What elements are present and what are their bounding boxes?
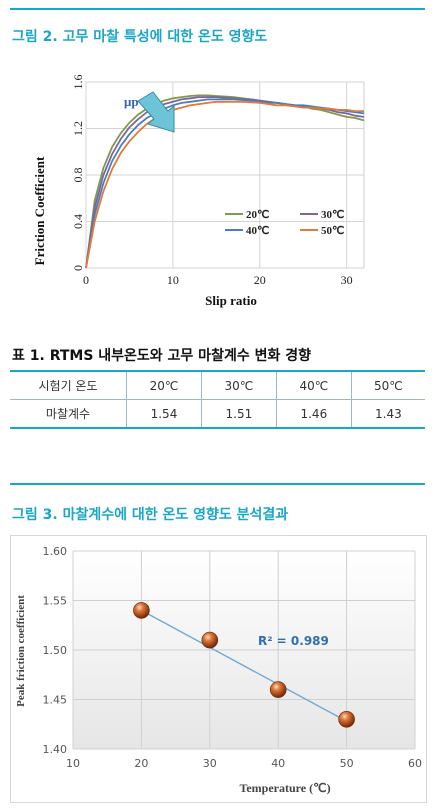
y-tick-label: 1.40 xyxy=(43,743,68,756)
y-tick-label: 1.2 xyxy=(71,121,85,136)
series-line-50℃ xyxy=(85,100,364,269)
data-point xyxy=(338,711,355,728)
x-tick-label: 0 xyxy=(83,273,89,287)
data-point xyxy=(201,631,219,649)
peak-friction-temperature-chart: 1.40 1.45 1.50 1.55 1.60 10 20 30 40 50 60 R² = 0.… xyxy=(15,545,422,795)
data-point xyxy=(133,602,150,619)
table-header-row: 시험기 온도 20℃ 30℃ 40℃ 50℃ xyxy=(10,370,425,400)
y-tick-label: 1.6 xyxy=(71,75,85,90)
series-line-20℃ xyxy=(85,94,365,269)
figure3-top-rule xyxy=(10,483,425,485)
friction-slip-chart: 0 0.4 0.8 1.2 1.6 0 10 20 30 Slip ratio Friction… xyxy=(32,75,365,308)
table-cell: 1.43 xyxy=(350,399,425,429)
x-tick-label: 30 xyxy=(341,273,353,287)
table-row: 마찰계수 1.54 1.51 1.46 1.43 xyxy=(10,399,425,429)
data-point xyxy=(269,681,287,698)
mu-arrow: μp xyxy=(124,91,175,133)
y-tick-label: 0.8 xyxy=(71,168,85,183)
table-cell: 1.51 xyxy=(200,399,277,429)
x-tick-label: 50 xyxy=(340,757,354,770)
y-tick-label: 1.55 xyxy=(43,595,68,608)
y-tick-label: 1.45 xyxy=(43,694,68,707)
x-tick-label: 10 xyxy=(167,273,179,287)
legend-label: 40℃ xyxy=(246,225,269,237)
table-cell: 시험기 온도 xyxy=(10,370,127,400)
figure2-title: 그림 2. 고무 마찰 특성에 대한 온도 영향도 xyxy=(12,29,268,45)
table1-title: 표 1. RTMS 내부온도와 고무 마찰계수 변화 경향 xyxy=(12,348,311,364)
legend-label: 30℃ xyxy=(321,209,344,221)
figure2-top-rule xyxy=(10,8,425,10)
x-tick-label: 40 xyxy=(271,757,285,770)
figure3-title: 그림 3. 마찰계수에 대한 온도 영향도 분석결과 xyxy=(12,507,289,523)
trendline xyxy=(141,609,347,722)
y-axis-label: Friction Coefficient xyxy=(32,156,47,265)
table-cell: 1.46 xyxy=(275,399,352,429)
x-axis-label: Slip ratio xyxy=(205,293,257,308)
x-tick-label: 30 xyxy=(203,757,217,770)
x-axis-label: Temperature (℃) xyxy=(239,781,330,795)
y-tick-label: 1.50 xyxy=(43,644,68,657)
y-axis-label: Peak friction coefficient xyxy=(15,595,27,707)
table-cell: 마찰계수 xyxy=(10,399,127,429)
table-cell: 1.54 xyxy=(126,399,202,429)
x-tick-label: 20 xyxy=(134,757,148,770)
table-cell: 50℃ xyxy=(350,370,425,400)
y-tick-label: 0.4 xyxy=(71,214,85,229)
legend-label: 20℃ xyxy=(246,209,269,221)
y-tick-label: 1.60 xyxy=(43,545,68,558)
r-squared-label: R² = 0.989 xyxy=(258,634,329,648)
table-cell: 40℃ xyxy=(275,370,352,400)
table-cell: 30℃ xyxy=(200,370,277,400)
y-tick-label: 0 xyxy=(71,265,85,271)
legend-label: 50℃ xyxy=(321,225,344,237)
table-cell: 20℃ xyxy=(126,370,202,400)
mu-label: μp xyxy=(124,94,139,109)
x-tick-label: 60 xyxy=(408,757,422,770)
series-line-40℃ xyxy=(85,98,365,269)
friction-table: 시험기 온도 20℃ 30℃ 40℃ 50℃ 마찰계수 1.54 1.51 1.… xyxy=(10,370,425,429)
x-tick-label: 20 xyxy=(254,273,266,287)
x-tick-label: 10 xyxy=(66,757,80,770)
